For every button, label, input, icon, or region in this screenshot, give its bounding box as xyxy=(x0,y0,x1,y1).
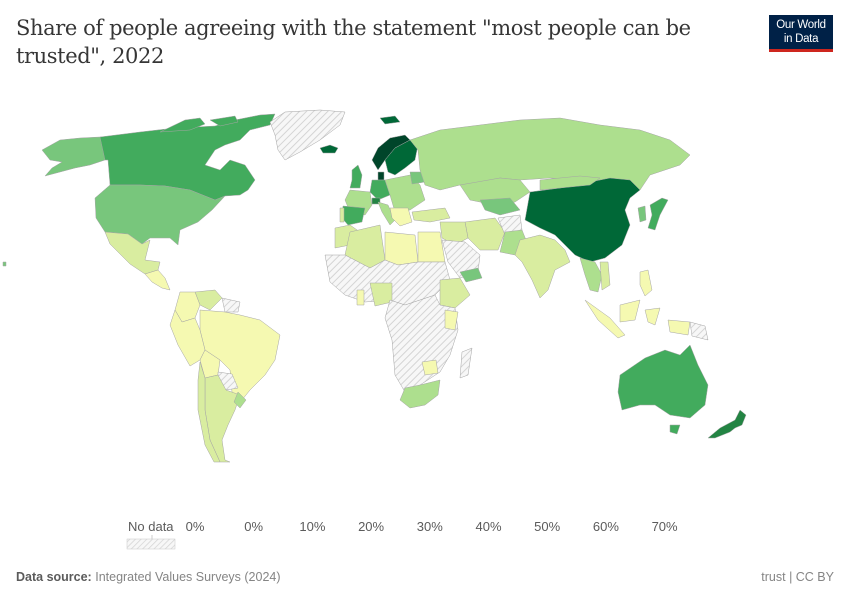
region-ethiopia[interactable] xyxy=(439,277,471,309)
region-philippines[interactable] xyxy=(639,269,653,297)
legend-bin-label: 20% xyxy=(358,519,385,534)
region-greenland[interactable] xyxy=(269,109,346,161)
region-yemen[interactable] xyxy=(459,267,483,283)
region-central-america[interactable] xyxy=(144,269,171,291)
region-kenya[interactable] xyxy=(444,309,459,331)
region-vietnam[interactable] xyxy=(599,261,611,291)
region-uk[interactable] xyxy=(349,164,363,189)
region-mongolia[interactable] xyxy=(539,175,601,191)
region-uzbekistan[interactable] xyxy=(479,197,521,216)
region-balkans[interactable] xyxy=(389,207,413,227)
region-svalbard[interactable] xyxy=(379,115,401,125)
legend-no-data-label: No data xyxy=(128,519,174,534)
legend-bin-label: 30% xyxy=(416,519,443,534)
region-alaska[interactable] xyxy=(41,136,111,177)
data-source-value[interactable]: Integrated Values Surveys (2024) xyxy=(95,570,281,584)
legend-bin-label: 40% xyxy=(475,519,502,534)
region-canada-islands[interactable] xyxy=(159,115,239,133)
region-iran[interactable] xyxy=(464,217,506,251)
region-japan[interactable] xyxy=(647,197,669,231)
legend-bin-label: 70% xyxy=(651,519,678,534)
region-hawaii[interactable] xyxy=(2,261,7,267)
region-southeast-asia[interactable] xyxy=(579,257,603,293)
region-central-africa[interactable] xyxy=(384,294,459,393)
region-south-africa[interactable] xyxy=(399,379,441,409)
logo-line-1: Our World xyxy=(776,19,826,31)
region-uruguay[interactable] xyxy=(233,391,247,409)
region-ghana[interactable] xyxy=(356,289,365,306)
license-text[interactable]: trust | CC BY xyxy=(761,570,834,584)
region-turkey[interactable] xyxy=(411,207,451,223)
legend-no-data-swatch[interactable] xyxy=(126,538,176,550)
region-iceland[interactable] xyxy=(319,144,339,154)
legend-bin-label: 0% xyxy=(185,519,205,534)
region-spain[interactable] xyxy=(341,205,366,226)
region-australia[interactable] xyxy=(617,344,709,419)
region-sweden-finland[interactable] xyxy=(384,139,419,176)
region-denmark[interactable] xyxy=(377,171,385,181)
legend-bin-label: 60% xyxy=(592,519,619,534)
logo-line-2: in Data xyxy=(783,33,819,45)
world-map[interactable] xyxy=(0,95,850,505)
region-india[interactable] xyxy=(514,234,571,299)
region-south-korea[interactable] xyxy=(637,205,647,223)
region-libya[interactable] xyxy=(384,231,419,266)
map-legend: No data 0% 0% 10% 20% 30% 40% 50% 60% 70% xyxy=(0,510,850,555)
data-source-label: Data source: xyxy=(16,570,92,584)
region-new-zealand[interactable] xyxy=(707,409,747,439)
legend-bin-label: 50% xyxy=(534,519,561,534)
region-portugal[interactable] xyxy=(339,207,345,223)
region-mexico[interactable] xyxy=(104,231,161,275)
region-egypt[interactable] xyxy=(417,231,446,263)
region-indonesia[interactable] xyxy=(584,299,691,339)
region-italy[interactable] xyxy=(377,201,396,226)
region-nigeria[interactable] xyxy=(369,282,393,307)
data-source: Data source: Integrated Values Surveys (… xyxy=(16,570,281,584)
region-united-states[interactable] xyxy=(94,184,226,246)
chart-title: Share of people agreeing with the statem… xyxy=(16,16,691,68)
legend-scale xyxy=(126,535,176,550)
region-kazakhstan[interactable] xyxy=(459,177,531,206)
legend-bin-label: 0% xyxy=(244,519,264,534)
region-chile[interactable] xyxy=(197,361,221,463)
region-tasmania[interactable] xyxy=(669,424,681,435)
owid-logo[interactable]: Our World in Data xyxy=(769,15,833,52)
region-papua-new-guinea[interactable] xyxy=(689,321,709,341)
region-zimbabwe[interactable] xyxy=(421,359,439,376)
region-germany[interactable] xyxy=(369,179,391,201)
legend-bin-label: 10% xyxy=(299,519,326,534)
region-guianas[interactable] xyxy=(221,297,241,313)
region-madagascar[interactable] xyxy=(459,347,473,379)
region-china[interactable] xyxy=(524,177,641,263)
